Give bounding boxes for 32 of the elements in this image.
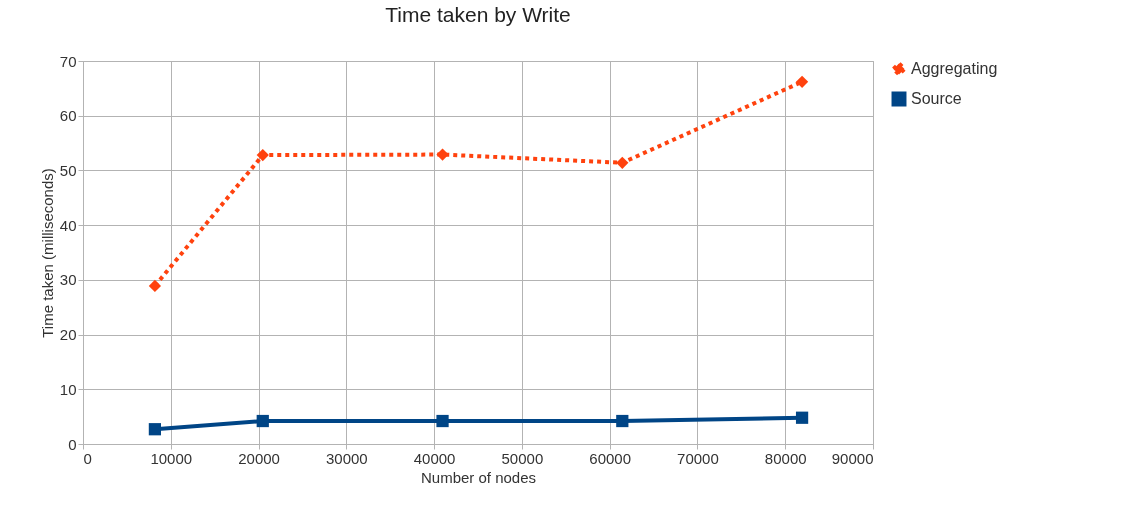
y-tick-label: 50 [59,161,77,179]
chart-title: Time taken by Write [385,3,571,26]
legend-label: Source [911,90,962,107]
point [436,414,449,428]
point [256,148,269,162]
x-tick-label: 70000 [677,449,719,467]
x-tick-label: 0 [83,449,92,467]
x-tick-label: 20000 [238,449,280,467]
x-tick-label: 10000 [150,449,193,467]
x-tick-label: 40000 [413,449,456,467]
point [616,414,629,428]
point [256,414,269,428]
y-axis-title: Time taken (milliseconds) [38,168,56,338]
point [795,411,809,424]
y-tick-label: 20 [59,326,77,344]
point [148,423,162,436]
point [795,75,809,88]
x-tick-label: 80000 [764,449,807,467]
y-tick-label: 10 [59,380,77,398]
y-tick-label: 60 [59,107,77,125]
x-axis-title: Number of nodes [420,468,537,486]
point [616,156,629,169]
y-tick-label: 30 [59,271,77,289]
x-tick-label: 50000 [501,449,544,467]
y-tick-label: 70 [59,52,77,70]
x-tick-label: 90000 [831,449,874,467]
x-tick-label: 60000 [589,449,632,467]
x-tick-label: 30000 [325,449,368,467]
y-tick-label: 0 [68,435,77,453]
y-tick-label: 40 [59,216,77,234]
legend-label: Aggregating [911,60,998,77]
point [148,279,162,292]
